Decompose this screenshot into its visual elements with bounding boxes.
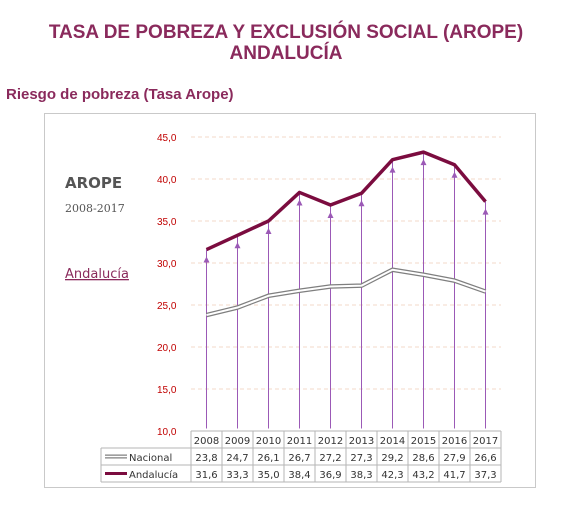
x-category-label: 2016 xyxy=(442,436,467,447)
y-tick-label: 45,0 xyxy=(157,133,177,144)
x-category-label: 2011 xyxy=(287,436,312,447)
x-category-label: 2010 xyxy=(256,436,281,447)
y-tick-label: 10,0 xyxy=(157,427,177,438)
table-value-andalucia: 43,2 xyxy=(412,470,434,481)
table-value-nacional: 26,1 xyxy=(257,453,279,464)
table-value-andalucia: 41,7 xyxy=(443,470,465,481)
up-marker xyxy=(358,200,365,207)
table-value-andalucia: 31,6 xyxy=(195,470,217,481)
x-category-label: 2013 xyxy=(349,436,374,447)
drop-lines xyxy=(206,152,486,429)
table-value-andalucia: 42,3 xyxy=(381,470,403,481)
table-value-andalucia: 38,3 xyxy=(350,470,372,481)
up-marker xyxy=(327,212,334,219)
table-value-nacional: 26,7 xyxy=(288,453,310,464)
region-label[interactable]: Andalucía xyxy=(65,267,129,282)
y-tick-label: 35,0 xyxy=(157,217,177,228)
table-value-andalucia: 37,3 xyxy=(474,470,496,481)
table-value-nacional: 24,7 xyxy=(226,453,248,464)
up-marker xyxy=(203,256,210,263)
series-markers xyxy=(203,159,489,263)
table-value-andalucia: 33,3 xyxy=(226,470,248,481)
table-value-andalucia: 36,9 xyxy=(319,470,341,481)
page-title-line2: ANDALUCÍA xyxy=(229,43,343,64)
table-value-nacional: 28,6 xyxy=(412,453,434,464)
y-tick-label: 15,0 xyxy=(157,385,177,396)
series-line-andalucia xyxy=(205,150,487,252)
chart-subtitle: 2008-2017 xyxy=(65,202,125,215)
up-marker xyxy=(389,166,396,173)
data-table: 2008 23,8 31,6 2009 24,7 33,3 2010 26,1 35,0 2011… xyxy=(100,430,502,483)
table-value-nacional: 29,2 xyxy=(381,453,403,464)
up-marker xyxy=(482,208,489,215)
up-marker xyxy=(420,159,427,166)
table-value-nacional: 26,6 xyxy=(474,453,496,464)
up-marker xyxy=(234,242,241,249)
x-category-label: 2012 xyxy=(318,436,343,447)
legend-label-nacional: Nacional xyxy=(129,453,172,464)
x-category-label: 2015 xyxy=(411,436,436,447)
x-category-label: 2008 xyxy=(194,436,219,447)
series-line-nacional-outline xyxy=(205,267,487,318)
y-tick-label: 20,0 xyxy=(157,343,177,354)
page-title-line1: TASA DE POBREZA Y EXCLUSIÓN SOCIAL (AROP… xyxy=(48,22,524,43)
arope-chart: 10,0 15,0 20,0 25,0 30,0 35,0 40,0 45,0 2008 23,… xyxy=(65,133,502,483)
x-category-label: 2017 xyxy=(473,436,498,447)
legend-label-andalucia: Andalucía xyxy=(129,469,178,481)
y-tick-label: 30,0 xyxy=(157,259,177,270)
table-value-nacional: 23,8 xyxy=(195,453,217,464)
table-value-nacional: 27,3 xyxy=(350,453,372,464)
series-line-nacional xyxy=(206,268,486,317)
grid-layer xyxy=(191,136,501,390)
table-value-andalucia: 38,4 xyxy=(288,470,310,481)
table-value-nacional: 27,2 xyxy=(319,453,341,464)
chart-frame: 10,0 15,0 20,0 25,0 30,0 35,0 40,0 45,0 2008 23,… xyxy=(44,113,536,488)
y-axis-ticks: 10,0 15,0 20,0 25,0 30,0 35,0 40,0 45,0 xyxy=(157,133,177,438)
x-category-label: 2014 xyxy=(380,436,405,447)
up-marker xyxy=(296,199,303,206)
section-title: Riesgo de pobreza (Tasa Arope) xyxy=(6,86,234,103)
x-category-label: 2009 xyxy=(225,436,250,447)
table-value-andalucia: 35,0 xyxy=(257,470,279,481)
y-tick-label: 40,0 xyxy=(157,175,177,186)
y-tick-label: 25,0 xyxy=(157,301,177,312)
up-marker xyxy=(451,171,458,178)
chart-title: AROPE xyxy=(65,174,122,192)
series-lines xyxy=(205,150,487,318)
table-value-nacional: 27,9 xyxy=(443,453,465,464)
page-title: TASA DE POBREZA Y EXCLUSIÓN SOCIAL (AROP… xyxy=(0,22,572,64)
up-marker xyxy=(265,228,272,234)
